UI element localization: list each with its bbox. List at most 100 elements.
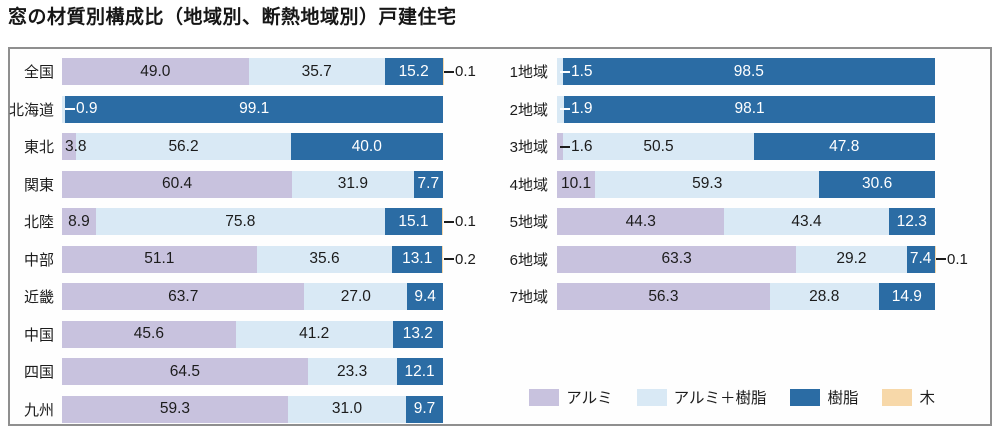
row-label: 6地域: [503, 246, 557, 273]
leader-dash: [936, 258, 946, 260]
segment-value: 31.9: [338, 175, 368, 193]
segment-aluminum_resin: 75.8: [96, 208, 385, 235]
row-label: 東北: [10, 133, 62, 160]
segment-value: 56.2: [168, 138, 198, 156]
legend-item: 木: [882, 386, 935, 408]
row-label: 3地域: [503, 133, 557, 160]
segment-aluminum: 10.1: [557, 171, 595, 198]
legend-swatch-aluminum_resin: [637, 389, 667, 406]
segment-value: 50.5: [643, 138, 673, 156]
segment-resin: 9.7: [406, 396, 443, 423]
segment-aluminum: 8.9: [62, 208, 96, 235]
segment-aluminum: 49.0: [62, 58, 249, 85]
segment-value-outside: 0.1: [443, 208, 476, 235]
row-label: 北海道: [10, 96, 62, 123]
segment-resin: 9.4: [407, 283, 443, 310]
legend-item: アルミ: [529, 386, 612, 408]
segment-resin: 13.2: [393, 321, 443, 348]
row-label: 九州: [10, 396, 62, 423]
segment-value-outside: 0.1: [443, 58, 476, 85]
segment-value: 98.1: [734, 100, 764, 118]
segment-value: 63.3: [662, 250, 692, 268]
segment-value: 13.1: [402, 250, 432, 268]
segment-value: 12.3: [897, 213, 927, 231]
row-label: 中部: [10, 246, 62, 273]
segment-resin: 98.5: [563, 58, 935, 85]
segment-value: 23.3: [337, 363, 367, 381]
segment-value: 59.3: [160, 400, 190, 418]
segment-aluminum_resin: 59.3: [595, 171, 819, 198]
segment-value-outside: 0.2: [443, 246, 476, 273]
segment-value-outside: 0.1: [935, 246, 968, 273]
segment-resin: 30.6: [819, 171, 935, 198]
segment-resin: 15.2: [385, 58, 443, 85]
segment-aluminum: 44.3: [557, 208, 724, 235]
segment-value: 10.1: [561, 175, 591, 193]
segment-value: 59.3: [692, 175, 722, 193]
row-label: 関東: [10, 171, 62, 198]
segment-value: 35.7: [302, 63, 332, 81]
segment-value: 99.1: [239, 100, 269, 118]
segment-value: 60.4: [162, 175, 192, 193]
segment-value: 31.0: [332, 400, 362, 418]
row-label: 中国: [10, 321, 62, 348]
leader-dash: [65, 108, 75, 110]
legend-swatch-resin: [790, 389, 820, 406]
segment-value: 7.4: [910, 250, 932, 268]
bar-track: 59.3 31.0 9.7: [62, 396, 443, 423]
segment-aluminum: 63.7: [62, 283, 304, 310]
leader-dash: [560, 71, 570, 73]
legend-label: 木: [919, 386, 935, 408]
segment-resin: 7.4: [907, 246, 935, 273]
segment-aluminum: 60.4: [62, 171, 292, 198]
legend-item: アルミ＋樹脂: [637, 386, 767, 408]
bar-track: 63.7 27.0 9.4: [62, 283, 443, 310]
segment-aluminum_resin: 23.3: [308, 358, 397, 385]
chart-row: 中部 51.1 35.6 13.1 0.2: [10, 246, 503, 273]
segment-aluminum_resin: 35.7: [249, 58, 385, 85]
legend-item: 樹脂: [790, 386, 858, 408]
segment-value: 56.3: [648, 288, 678, 306]
segment-value: 51.1: [144, 250, 174, 268]
legend-label: アルミ: [566, 386, 612, 408]
segment-aluminum_resin: 31.9: [292, 171, 414, 198]
segment-value: 64.5: [170, 363, 200, 381]
segment-resin: 15.1: [385, 208, 443, 235]
segment-aluminum: 59.3: [62, 396, 288, 423]
segment-value: 7.7: [418, 175, 440, 193]
segment-aluminum_resin: 35.6: [257, 246, 393, 273]
segment-value: 9.7: [414, 400, 436, 418]
segment-aluminum_resin: 27.0: [304, 283, 407, 310]
segment-aluminum_resin: 43.4: [724, 208, 888, 235]
leader-dash: [444, 221, 454, 223]
segment-value: 43.4: [791, 213, 821, 231]
segment-value: 28.8: [809, 288, 839, 306]
segment-aluminum_resin: 29.2: [796, 246, 906, 273]
segment-value: 8.9: [68, 213, 90, 231]
segment-aluminum: 64.5: [62, 358, 308, 385]
segment-value: 27.0: [341, 288, 371, 306]
segment-value: 14.9: [892, 288, 922, 306]
row-label: 5地域: [503, 208, 557, 235]
segment-aluminum: 51.1: [62, 246, 257, 273]
segment-resin: 7.7: [414, 171, 443, 198]
chart-row: 関東 60.4 31.9 7.7: [10, 171, 503, 198]
row-label: 2地域: [503, 96, 557, 123]
segment-value-overlay: 1.9: [560, 96, 593, 123]
